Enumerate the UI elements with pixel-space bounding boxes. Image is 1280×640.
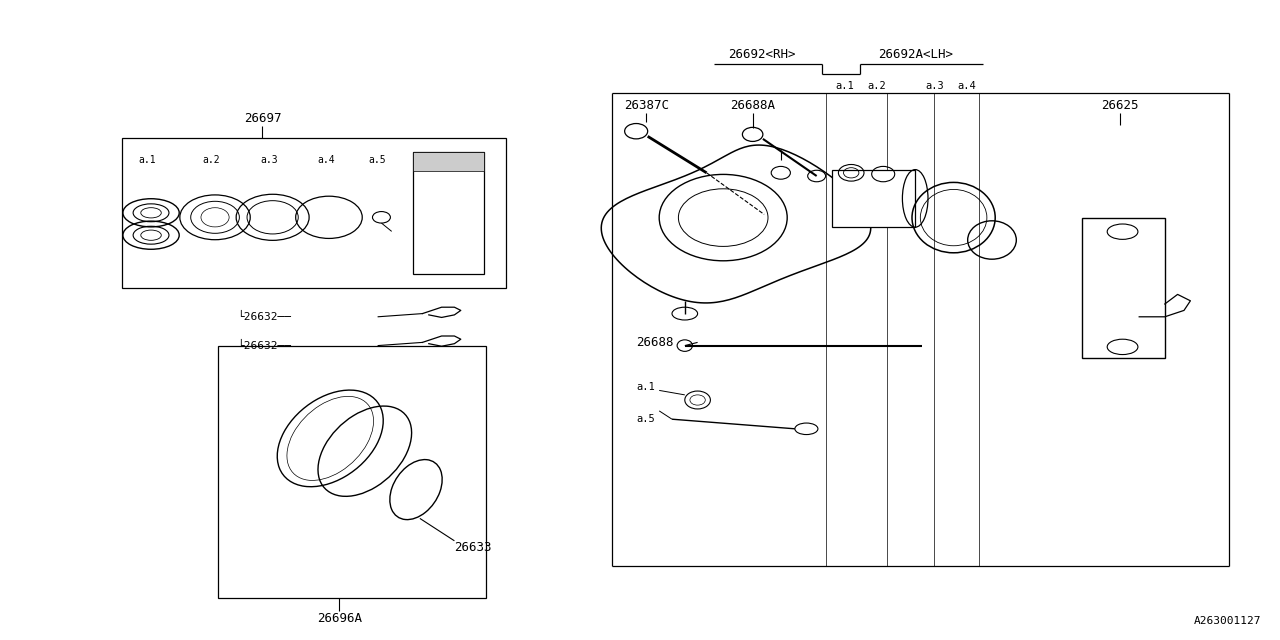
Text: a.5: a.5 bbox=[369, 155, 387, 165]
Text: a.1: a.1 bbox=[836, 81, 854, 92]
Text: 26697: 26697 bbox=[243, 112, 282, 125]
Text: 26696A: 26696A bbox=[316, 612, 362, 625]
Text: └26632──: └26632── bbox=[237, 340, 291, 351]
Text: 26625: 26625 bbox=[1101, 99, 1139, 112]
Bar bbox=[413, 152, 484, 171]
Text: a.1: a.1 bbox=[636, 382, 655, 392]
Text: 26688: 26688 bbox=[636, 336, 673, 349]
Bar bbox=[122, 138, 506, 288]
Text: 26692A<LH>: 26692A<LH> bbox=[878, 48, 952, 61]
Text: a.3: a.3 bbox=[925, 81, 943, 92]
Text: 26692<RH>: 26692<RH> bbox=[728, 48, 795, 61]
Text: 26633: 26633 bbox=[454, 541, 492, 554]
Text: a.4: a.4 bbox=[317, 155, 335, 165]
Text: a.4: a.4 bbox=[957, 81, 975, 92]
Text: A263001127: A263001127 bbox=[1193, 616, 1261, 626]
Text: a.5: a.5 bbox=[636, 414, 655, 424]
Text: └26632──: └26632── bbox=[237, 312, 291, 322]
Text: a.2: a.2 bbox=[202, 155, 220, 165]
Text: 26688A: 26688A bbox=[730, 99, 776, 112]
Bar bbox=[218, 346, 486, 598]
Bar bbox=[1082, 218, 1165, 358]
Text: a.1: a.1 bbox=[138, 155, 156, 165]
Text: a.2: a.2 bbox=[868, 81, 886, 92]
Text: 26387C: 26387C bbox=[623, 99, 669, 112]
Text: a.3: a.3 bbox=[260, 155, 278, 165]
Bar bbox=[832, 170, 915, 227]
Bar bbox=[413, 152, 484, 274]
